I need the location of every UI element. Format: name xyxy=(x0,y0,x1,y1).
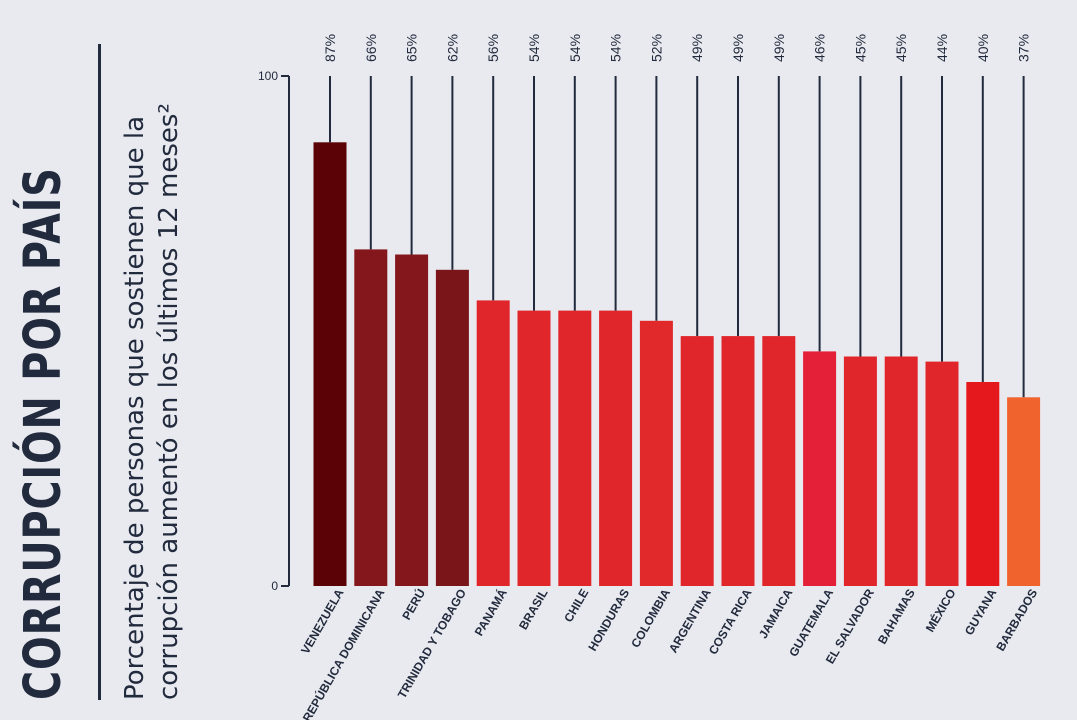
category-label: JAMAICA xyxy=(756,586,796,641)
bar xyxy=(1007,397,1041,586)
bar xyxy=(803,351,837,586)
value-label: 37% xyxy=(1016,34,1032,62)
value-label: 45% xyxy=(852,34,868,62)
category-label: BAHAMAS xyxy=(875,587,918,647)
bar xyxy=(843,356,877,586)
bar xyxy=(599,310,633,586)
value-label: 49% xyxy=(689,34,705,62)
bar xyxy=(313,142,347,587)
title-divider xyxy=(98,44,101,700)
value-label: 56% xyxy=(485,34,501,62)
value-label: 54% xyxy=(526,34,542,62)
category-label: CHILE xyxy=(561,587,591,625)
bar xyxy=(395,254,429,586)
value-label: 87% xyxy=(322,34,338,62)
category-label: PERÚ xyxy=(399,586,429,622)
value-label: 66% xyxy=(363,34,379,62)
category-label: HONDURAS xyxy=(585,587,632,654)
value-lines xyxy=(329,76,1025,398)
bar xyxy=(639,320,673,586)
bar xyxy=(517,310,551,586)
category-label: GUYANA xyxy=(962,586,1000,637)
bar xyxy=(354,249,388,586)
category-label: PANAMÁ xyxy=(471,586,510,639)
category-label: ARGENTINA xyxy=(666,586,714,655)
value-label: 52% xyxy=(648,34,664,62)
bar xyxy=(680,336,714,586)
category-label: BARBADOS xyxy=(993,587,1040,654)
category-label: VENEZUELA xyxy=(298,586,347,656)
value-label: 54% xyxy=(567,34,583,62)
y-tick-label: 0 xyxy=(271,579,278,593)
bar xyxy=(721,336,755,586)
value-label: 54% xyxy=(608,34,624,62)
value-label: 40% xyxy=(975,34,991,62)
category-label: BRASIL xyxy=(516,587,550,633)
bar xyxy=(762,336,796,586)
y-axis: 100 0 xyxy=(258,69,290,593)
bar xyxy=(435,269,469,586)
value-label: 49% xyxy=(771,34,787,62)
category-label: COLOMBIA xyxy=(628,586,673,650)
category-label: COSTA RICA xyxy=(706,586,755,657)
value-label: 44% xyxy=(934,34,950,62)
bar xyxy=(925,361,959,586)
bar xyxy=(558,310,592,586)
value-labels: 87% 66% 65% 62% 56% 54% 54% 54% 52% 49% 49% 49% 46% 4… xyxy=(322,34,1032,62)
value-label: 62% xyxy=(444,34,460,62)
category-label: MÉXICO xyxy=(922,586,959,635)
bars xyxy=(313,142,1041,587)
value-label: 49% xyxy=(730,34,746,62)
value-label: 65% xyxy=(404,34,420,62)
bar xyxy=(476,300,510,586)
bar xyxy=(884,356,918,586)
value-label: 45% xyxy=(893,34,909,62)
bar xyxy=(966,382,1000,586)
value-label: 46% xyxy=(812,34,828,62)
y-tick-label: 100 xyxy=(258,69,278,83)
